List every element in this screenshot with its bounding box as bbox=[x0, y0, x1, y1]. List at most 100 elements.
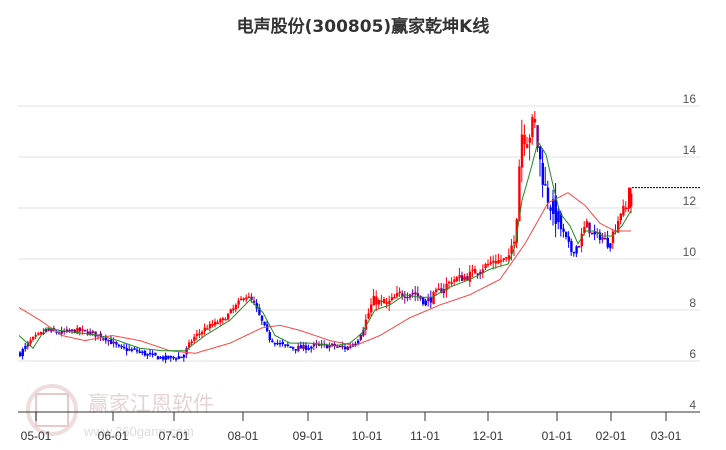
candle-body bbox=[401, 293, 404, 297]
candle-body bbox=[541, 162, 544, 185]
candle-body bbox=[458, 275, 461, 278]
candle-body bbox=[273, 342, 277, 345]
x-tick-label: 07-01 bbox=[159, 429, 190, 443]
y-tick-label: 16 bbox=[683, 92, 697, 106]
candle-body bbox=[271, 340, 274, 342]
candle-body bbox=[331, 343, 334, 346]
candle-body bbox=[258, 307, 261, 315]
candle-body bbox=[531, 117, 534, 138]
candle-body bbox=[201, 331, 204, 335]
candle-body bbox=[76, 327, 79, 334]
candle-body bbox=[78, 327, 82, 332]
candle-body bbox=[364, 319, 368, 330]
candle-body bbox=[151, 353, 154, 356]
candle-body bbox=[619, 213, 622, 221]
candle-body bbox=[565, 231, 568, 238]
candle-body bbox=[245, 297, 248, 300]
candle-body bbox=[182, 354, 186, 358]
candle-body bbox=[138, 351, 141, 353]
candle-body bbox=[216, 322, 219, 324]
candle-body bbox=[591, 232, 594, 235]
candle-body bbox=[117, 344, 121, 347]
candle-body bbox=[260, 315, 264, 321]
candle-body bbox=[567, 236, 570, 242]
candle-body bbox=[411, 292, 414, 295]
candle-body bbox=[518, 166, 521, 222]
candle-body bbox=[136, 349, 139, 352]
candle-body bbox=[471, 269, 474, 272]
candle-body bbox=[435, 289, 438, 293]
candle-body bbox=[539, 146, 542, 160]
candle-body bbox=[383, 299, 386, 304]
y-tick-label: 10 bbox=[683, 245, 697, 259]
candle-body bbox=[533, 119, 537, 123]
candle-body bbox=[180, 356, 183, 359]
candle-body bbox=[604, 238, 607, 240]
candle-body bbox=[141, 351, 144, 354]
candle-body bbox=[492, 260, 495, 263]
candle-body bbox=[385, 302, 388, 304]
candle-body bbox=[630, 193, 633, 207]
candle-body bbox=[84, 329, 87, 332]
candle-body bbox=[42, 332, 45, 335]
candle-body bbox=[175, 358, 178, 360]
candle-body bbox=[520, 134, 524, 168]
candle-body bbox=[481, 269, 485, 273]
candle-body bbox=[263, 321, 266, 326]
candle-body bbox=[513, 241, 516, 244]
candle-body bbox=[468, 271, 472, 282]
candle-body bbox=[328, 345, 331, 348]
candle-body bbox=[463, 276, 466, 280]
candle-body bbox=[156, 356, 160, 360]
candle-body bbox=[279, 342, 282, 345]
candle-body bbox=[583, 227, 586, 233]
candle-body bbox=[362, 329, 365, 336]
candle-body bbox=[185, 348, 188, 355]
candle-body bbox=[146, 353, 149, 356]
chart-title: 电声股份(300805)赢家乾坤K线 bbox=[236, 17, 490, 37]
seal-icon bbox=[26, 384, 78, 436]
candle-body bbox=[448, 281, 451, 284]
candle-body bbox=[281, 341, 284, 344]
candle-body bbox=[622, 205, 625, 216]
candle-body bbox=[484, 264, 487, 269]
candle-body bbox=[318, 344, 321, 346]
candle-body bbox=[624, 207, 628, 210]
candle-body bbox=[445, 283, 448, 291]
candle-body bbox=[528, 137, 531, 143]
candle-body bbox=[232, 308, 235, 311]
x-tick-label: 12-01 bbox=[473, 429, 504, 443]
candle-body bbox=[162, 356, 165, 360]
candle-body bbox=[310, 346, 313, 349]
x-tick-label: 06-01 bbox=[98, 429, 129, 443]
candle-body bbox=[354, 343, 357, 346]
candle-body bbox=[575, 246, 578, 254]
candle-body bbox=[450, 282, 453, 284]
candle-body bbox=[606, 237, 609, 248]
candle-body bbox=[627, 207, 630, 209]
x-tick-label: 08-01 bbox=[228, 429, 259, 443]
candle-body bbox=[128, 349, 131, 351]
candle-body bbox=[149, 352, 152, 355]
candle-body bbox=[208, 323, 212, 329]
candle-body bbox=[294, 349, 297, 351]
candle-body bbox=[461, 275, 464, 281]
candle-body bbox=[45, 329, 48, 332]
candle-body bbox=[403, 296, 407, 299]
candle-body bbox=[305, 345, 308, 350]
candle-body bbox=[299, 345, 303, 349]
candle-body bbox=[102, 338, 105, 340]
candle-body bbox=[536, 125, 539, 149]
candle-body bbox=[188, 342, 191, 348]
candle-body bbox=[68, 329, 71, 332]
candle-body bbox=[572, 251, 576, 254]
candle-body bbox=[154, 352, 157, 356]
candle-body bbox=[497, 260, 500, 263]
candle-body bbox=[370, 304, 373, 313]
candle-body bbox=[21, 349, 24, 357]
candle-body bbox=[224, 318, 227, 321]
candle-body bbox=[159, 356, 162, 359]
candle-body bbox=[422, 297, 425, 305]
candle-body bbox=[32, 336, 35, 340]
candle-body bbox=[250, 296, 253, 300]
